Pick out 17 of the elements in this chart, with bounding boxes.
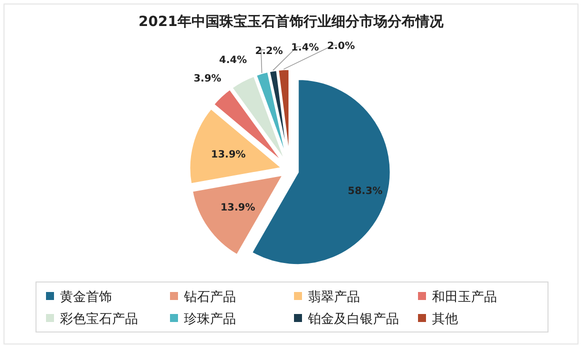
data-label: 13.9%: [220, 202, 256, 214]
chart-title: 2021年中国珠宝玉石首饰行业细分市场分布情况: [138, 13, 444, 30]
legend-label: 钻石产品: [183, 290, 236, 305]
legend-label: 铂金及白银产品: [307, 312, 399, 327]
legend-label: 翡翠产品: [308, 290, 360, 305]
data-label: 4.4%: [219, 55, 247, 66]
data-label: 13.9%: [211, 150, 246, 161]
data-label: 1.4%: [291, 42, 319, 54]
legend-label: 其他: [432, 312, 458, 327]
legend-label: 和田玉产品: [432, 290, 497, 305]
data-label: 58.3%: [348, 186, 382, 198]
legend-label: 珍珠产品: [184, 312, 236, 327]
data-label: 3.9%: [194, 74, 222, 85]
legend-label: 彩色宝石产品: [60, 311, 138, 327]
data-label: 2.0%: [327, 41, 355, 52]
legend-label: 黄金首饰: [60, 290, 112, 305]
data-label: 2.2%: [255, 46, 283, 57]
